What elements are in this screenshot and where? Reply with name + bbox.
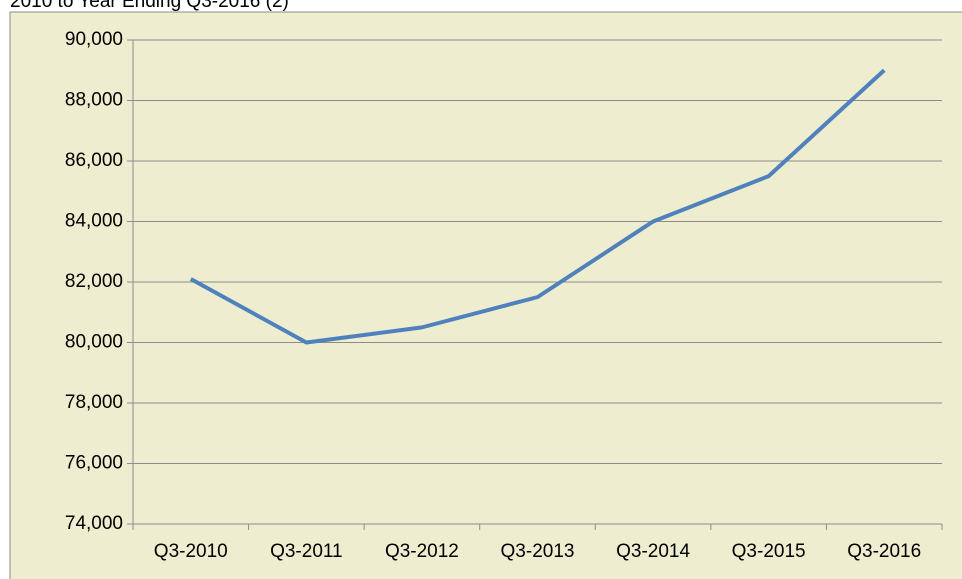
- chart-title: 2010 to Year Ending Q3-2016 (2): [10, 0, 289, 12]
- y-tick-label: 80,000: [65, 332, 123, 353]
- y-tick-label: 76,000: [65, 453, 123, 474]
- x-tick-label: Q3-2011: [270, 541, 343, 562]
- y-tick-label: 84,000: [65, 211, 123, 232]
- y-tick-label: 90,000: [65, 29, 123, 50]
- y-tick-label: 88,000: [65, 90, 123, 111]
- x-tick-label: Q3-2010: [154, 541, 228, 562]
- x-tick-label: Q3-2014: [616, 541, 690, 562]
- y-tick-label: 82,000: [65, 271, 123, 292]
- x-tick-label: Q3-2015: [732, 541, 806, 562]
- y-tick-label: 78,000: [65, 392, 123, 413]
- x-tick-label: Q3-2013: [501, 541, 575, 562]
- x-tick-label: Q3-2016: [847, 541, 921, 562]
- y-tick-label: 74,000: [65, 513, 123, 534]
- y-tick-label: 86,000: [65, 150, 123, 171]
- line-series: [189, 68, 886, 345]
- x-tick-label: Q3-2012: [385, 541, 459, 562]
- chart-background: [9, 11, 962, 579]
